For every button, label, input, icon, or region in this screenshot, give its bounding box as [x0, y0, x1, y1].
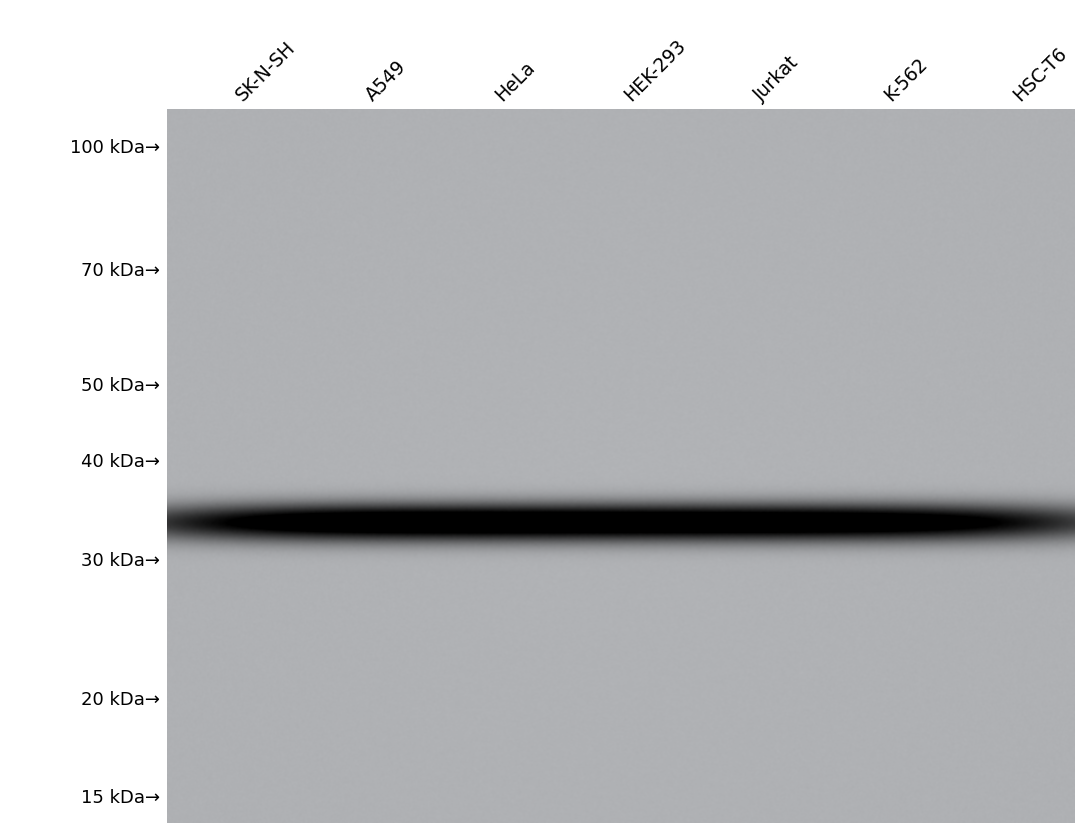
- Text: 15 kDa→: 15 kDa→: [81, 790, 160, 807]
- Text: HEK-293: HEK-293: [621, 36, 690, 105]
- Text: 100 kDa→: 100 kDa→: [70, 139, 160, 157]
- Text: 70 kDa→: 70 kDa→: [81, 261, 160, 280]
- Text: Jurkat: Jurkat: [751, 53, 802, 105]
- Text: HSC-T6: HSC-T6: [1010, 44, 1071, 105]
- Text: 50 kDa→: 50 kDa→: [81, 377, 160, 395]
- Text: 20 kDa→: 20 kDa→: [81, 690, 160, 709]
- Text: HeLa: HeLa: [491, 58, 539, 105]
- Text: 40 kDa→: 40 kDa→: [81, 454, 160, 471]
- Text: WWW.PTGLAB.COM: WWW.PTGLAB.COM: [203, 451, 222, 696]
- Text: SK-N-SH: SK-N-SH: [232, 38, 299, 105]
- Text: 30 kDa→: 30 kDa→: [81, 552, 160, 570]
- Text: A549: A549: [362, 57, 409, 105]
- Text: K-562: K-562: [880, 55, 931, 105]
